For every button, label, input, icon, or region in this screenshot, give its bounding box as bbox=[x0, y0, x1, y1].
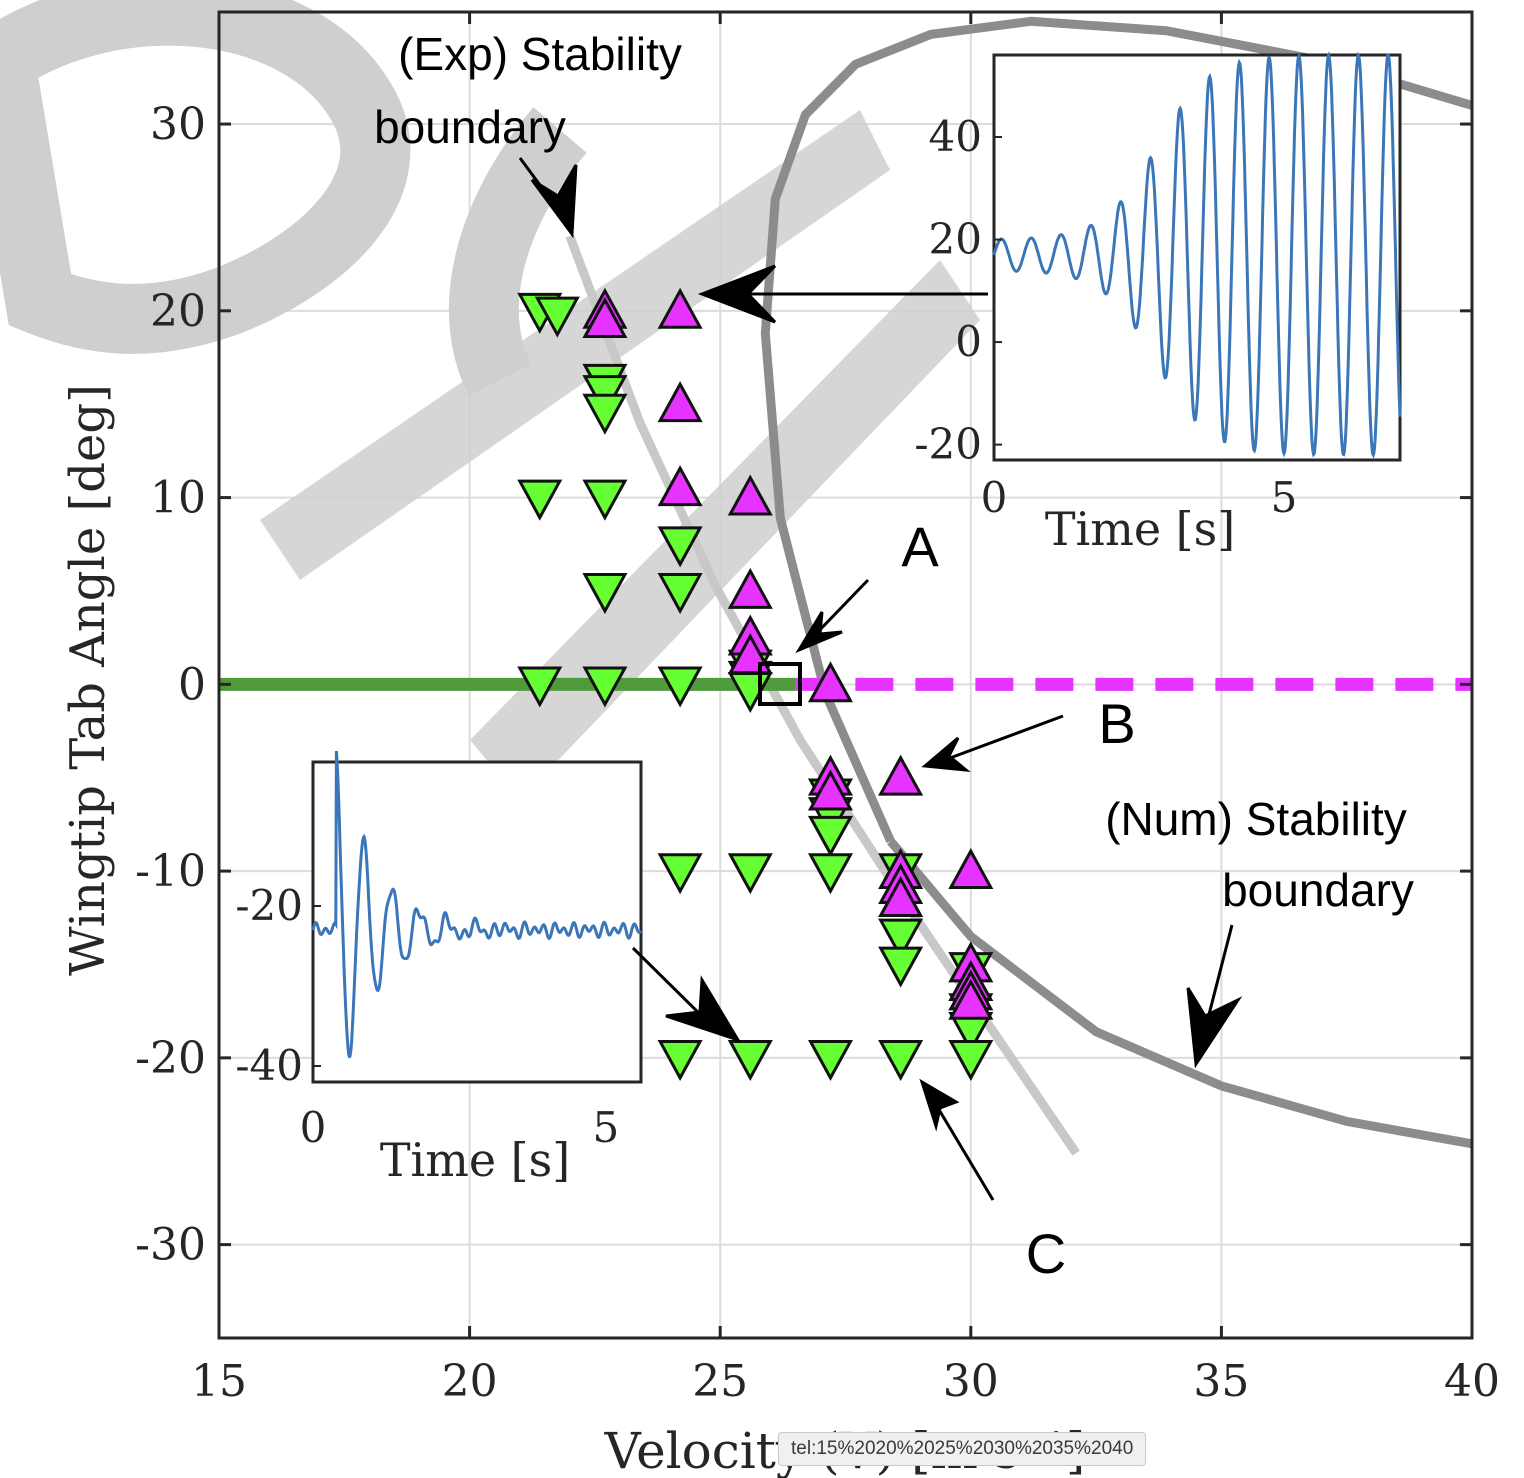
highlight-box-a bbox=[758, 662, 802, 706]
y-tick-label: 20 bbox=[150, 286, 206, 337]
inset-top-right-trace bbox=[992, 51, 1402, 459]
inset-top-right-ytick-label: 0 bbox=[955, 317, 982, 366]
unstable-marker bbox=[948, 978, 994, 1020]
stable-marker bbox=[582, 666, 628, 708]
num-boundary-lower-branch bbox=[887, 838, 1473, 1149]
link-status-bar: tel:15%2020%2025%2030%2035%2040 bbox=[778, 1432, 1147, 1466]
num-stability-boundary bbox=[760, 16, 1474, 1149]
stable-marker bbox=[948, 1039, 994, 1081]
stable-marker bbox=[727, 1039, 773, 1081]
y-tick-label: -20 bbox=[135, 1033, 206, 1084]
watermark bbox=[0, 0, 980, 800]
inset-bottom-left-ytick-label: -20 bbox=[235, 881, 303, 930]
inset-bottom-left-trace bbox=[311, 750, 643, 1059]
y-tick-label: 0 bbox=[178, 659, 206, 710]
unstable-marker bbox=[878, 875, 924, 918]
data-markers bbox=[517, 287, 994, 1081]
stable-marker bbox=[807, 853, 853, 895]
exp-boundary-label-line1: (Exp) Stability bbox=[398, 28, 682, 80]
y-tick-label: -30 bbox=[135, 1220, 206, 1271]
stable-marker bbox=[534, 296, 580, 338]
unstable-marker bbox=[948, 847, 994, 889]
axes-frame bbox=[217, 10, 1474, 1340]
stable-marker bbox=[878, 1039, 924, 1081]
inset-top-right-xtick-label: 5 bbox=[1271, 473, 1298, 522]
x-tick-label: 25 bbox=[692, 1356, 748, 1407]
exp-boundary-label-line2: boundary bbox=[374, 101, 566, 153]
unstable-marker bbox=[657, 465, 703, 507]
inset-bottom-left: 0 5 -20 -40 Time [s] bbox=[235, 750, 643, 1187]
unstable-marker bbox=[727, 567, 773, 609]
x-tick-label: 35 bbox=[1193, 1356, 1249, 1407]
unstable-marker bbox=[807, 661, 853, 703]
x-tick-label: 20 bbox=[442, 1356, 498, 1407]
annotation-b: B bbox=[1098, 692, 1135, 755]
y-tick-labels: -30 -20 -10 0 10 20 30 bbox=[135, 99, 206, 1271]
x-tick-label: 40 bbox=[1444, 1356, 1500, 1407]
stable-marker bbox=[517, 479, 563, 521]
inset-bottom-left-xlabel: Time [s] bbox=[380, 1133, 570, 1187]
unstable-marker bbox=[657, 287, 703, 329]
axes-border bbox=[217, 10, 1474, 1340]
stable-marker bbox=[878, 946, 924, 988]
unstable-marker bbox=[727, 474, 773, 516]
y-tick-label: 10 bbox=[150, 473, 206, 524]
annotation-c: C bbox=[1026, 1222, 1066, 1285]
stable-marker bbox=[878, 918, 924, 960]
x-tick-label: 15 bbox=[191, 1356, 247, 1407]
stable-marker bbox=[582, 573, 628, 615]
num-boundary-label-line1: (Num) Stability bbox=[1105, 793, 1407, 845]
stable-marker bbox=[727, 853, 773, 895]
stable-marker bbox=[657, 666, 703, 708]
unstable-marker bbox=[582, 297, 628, 339]
inset-bottom-left-ytick-label: -40 bbox=[235, 1041, 303, 1090]
stable-marker bbox=[517, 666, 563, 708]
inset-top-right-xtick-label: 0 bbox=[981, 473, 1008, 522]
stable-marker bbox=[657, 853, 703, 895]
unstable-marker bbox=[878, 754, 924, 796]
stable-marker bbox=[657, 1039, 703, 1081]
y-tick-label: 30 bbox=[150, 99, 206, 150]
inset-bottom-left-xtick-label: 5 bbox=[592, 1103, 619, 1152]
inset-top-right-ytick-label: 40 bbox=[929, 112, 982, 161]
stable-marker bbox=[807, 815, 853, 857]
stable-marker bbox=[657, 573, 703, 615]
stable-marker bbox=[807, 1039, 853, 1081]
unstable-marker bbox=[807, 769, 853, 811]
axis-ticks bbox=[217, 12, 1474, 1338]
num-boundary-label-line2: boundary bbox=[1222, 864, 1414, 916]
inset-top-right-ytick-label: -20 bbox=[914, 420, 982, 469]
y-axis-label: Wingtip Tab Angle [deg] bbox=[60, 384, 116, 976]
annotation-a: A bbox=[901, 515, 939, 578]
stable-marker bbox=[582, 479, 628, 521]
inset-bottom-left-xtick-label: 0 bbox=[300, 1103, 327, 1152]
inset-top-right-ytick-label: 20 bbox=[929, 215, 982, 264]
x-tick-label: 30 bbox=[943, 1356, 999, 1407]
stable-marker bbox=[582, 393, 628, 435]
inset-top-right-xlabel: Time [s] bbox=[1045, 502, 1235, 556]
num-boundary-upper-branch bbox=[760, 16, 1474, 844]
x-tick-labels: 15 20 25 30 35 40 bbox=[191, 1356, 1500, 1407]
y-tick-label: -10 bbox=[135, 846, 206, 897]
annotation-arrows bbox=[518, 157, 1243, 1201]
unstable-marker bbox=[657, 381, 703, 423]
stable-marker bbox=[657, 526, 703, 568]
